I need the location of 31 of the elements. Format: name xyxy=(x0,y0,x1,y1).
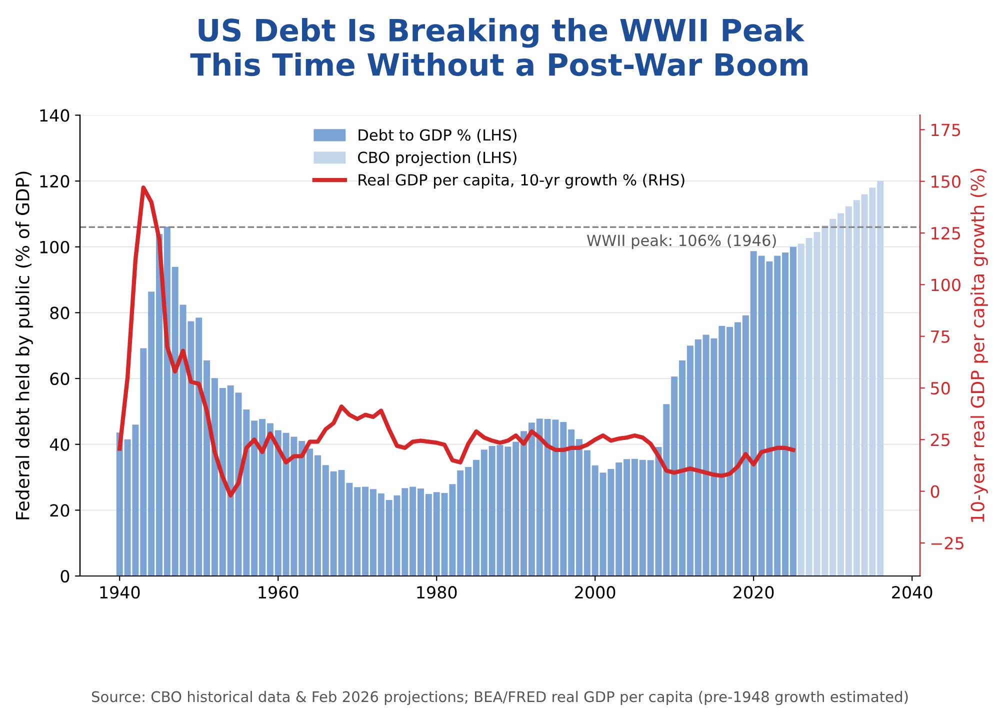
y2-tick-label: 125 xyxy=(932,226,960,240)
y2-tick-label: 75 xyxy=(931,330,950,343)
x-tick-label: 2000 xyxy=(575,586,616,599)
x-tick-label: 1940 xyxy=(100,586,140,599)
source-note: Source: CBO historical data & Feb 2026 projections; BEA/FRED real GDP per capita (pre-1948 growth estimated) xyxy=(92,690,908,706)
y2-tick-label: −25 xyxy=(931,536,964,550)
chart-title: US Debt Is Breaking the WWII Peak This Time Without a Post-War Boom xyxy=(190,18,808,76)
y-tick-label: 100 xyxy=(40,240,70,254)
y2-tick-label: 0 xyxy=(930,485,940,498)
y-tick-label: 40 xyxy=(50,438,70,451)
legend-label: Debt to GDP % (LHS) xyxy=(358,128,516,143)
y2-tick-label: 150 xyxy=(932,175,960,188)
y-tick-label: 80 xyxy=(50,306,70,320)
y-tick-label: 0 xyxy=(60,570,70,583)
x-tick-label: 2020 xyxy=(734,586,774,599)
ref-line-label: WWII peak: 106% (1946) xyxy=(586,234,776,250)
y-tick-label: 20 xyxy=(50,504,70,517)
x-tick-label: 2040 xyxy=(892,586,932,599)
x-tick-label: 1980 xyxy=(417,586,457,599)
x-tick-label: 1960 xyxy=(258,586,298,599)
y2-axis-title: 10-year real GDP per capita growth (%) xyxy=(970,168,988,522)
y2-tick-label: 25 xyxy=(930,434,950,446)
y2-tick-label: 50 xyxy=(931,382,950,395)
y-tick-label: 140 xyxy=(40,109,70,122)
y-axis-title: Federal debt held by public (% of GDP) xyxy=(15,172,33,520)
legend-label: Real GDP per capita, 10-yr growth % (RHS) xyxy=(358,174,684,189)
y2-tick-label: 100 xyxy=(932,278,960,292)
y2-tick-label: 175 xyxy=(932,124,960,136)
y-tick-label: 120 xyxy=(40,174,70,188)
y-tick-label: 60 xyxy=(50,372,70,386)
legend-label: CBO projection (LHS) xyxy=(358,151,516,166)
